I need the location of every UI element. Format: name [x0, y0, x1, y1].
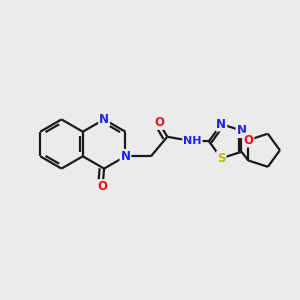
Text: O: O [243, 134, 254, 146]
Text: N: N [99, 113, 109, 126]
Text: N: N [216, 118, 226, 130]
Text: O: O [154, 116, 164, 129]
Text: O: O [98, 180, 108, 193]
Text: S: S [217, 152, 226, 165]
Text: N: N [120, 150, 130, 163]
Text: N: N [236, 124, 247, 137]
Text: NH: NH [183, 136, 202, 146]
